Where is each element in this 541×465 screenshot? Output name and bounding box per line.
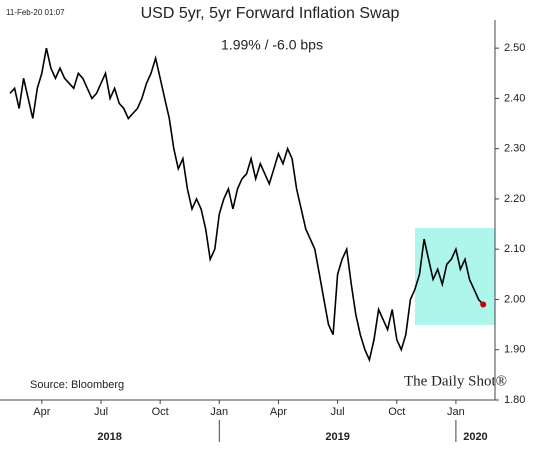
- y-tick-label: 1.90: [504, 344, 525, 356]
- x-tick-label: Oct: [152, 406, 169, 418]
- series-line: [9, 47, 484, 363]
- chart-subtitle: 1.99% / -6.0 bps: [221, 37, 323, 53]
- x-tick-label: Jan: [447, 406, 465, 418]
- x-tick-label: Apr: [270, 406, 287, 418]
- x-tick-label: Apr: [33, 406, 50, 418]
- x-tick-label: Jan: [210, 406, 228, 418]
- y-tick-label: 1.80: [504, 394, 525, 406]
- x-tick-label: Jul: [331, 406, 345, 418]
- source: Source: Bloomberg: [30, 379, 124, 391]
- y-tick-label: 2.10: [504, 243, 525, 255]
- y-tick-label: 2.40: [504, 92, 525, 104]
- y-tick-label: 2.30: [504, 143, 525, 155]
- brand: The Daily Shot®: [404, 373, 507, 389]
- year-label: 2019: [325, 431, 349, 443]
- chart-title: USD 5yr, 5yr Forward Inflation Swap: [141, 5, 400, 22]
- y-tick-label: 2.50: [504, 42, 525, 54]
- highlight-region: [415, 228, 495, 325]
- y-tick-label: 2.00: [504, 293, 525, 305]
- last-point: [480, 301, 487, 308]
- year-label: 2020: [463, 431, 487, 443]
- x-tick-label: Oct: [388, 406, 405, 418]
- x-tick-label: Jul: [94, 406, 108, 418]
- year-label: 2018: [97, 431, 121, 443]
- timestamp: 11-Feb-20 01:07: [6, 8, 65, 17]
- y-tick-label: 2.20: [504, 193, 525, 205]
